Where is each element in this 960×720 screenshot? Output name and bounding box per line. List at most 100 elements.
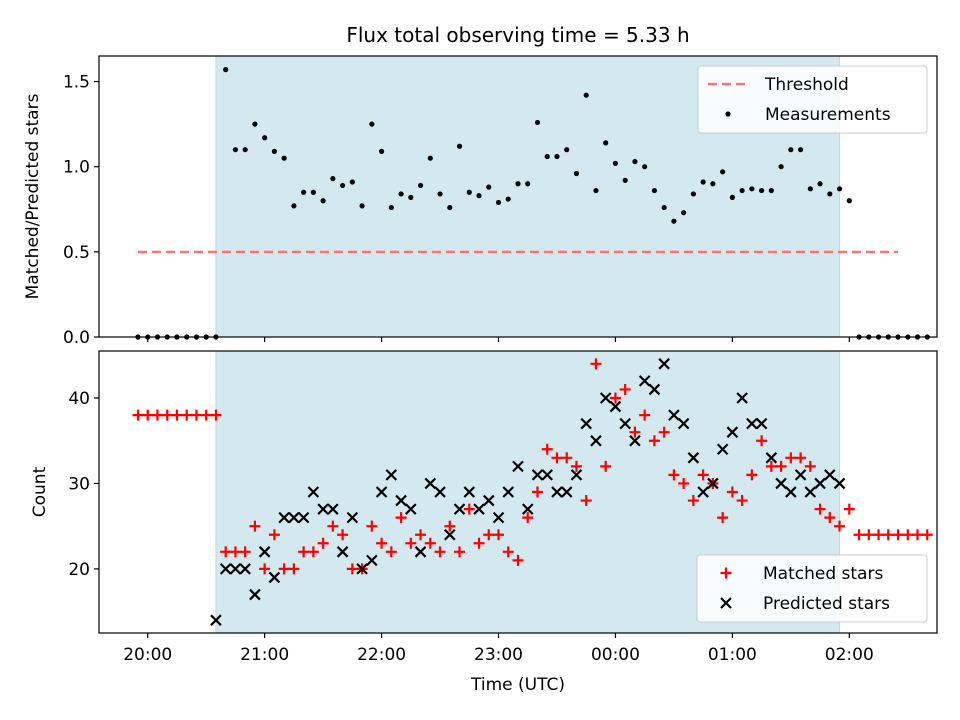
predicted-star-point (794, 469, 807, 481)
matched-star-point (298, 546, 310, 558)
y-tick-label: 40 (68, 389, 90, 409)
x-tick-label: 01:00 (708, 645, 757, 665)
matched-star-point (161, 409, 173, 421)
predicted-star-point (755, 417, 768, 430)
matched-star-point (843, 503, 855, 515)
top-y-axis-label: Matched/Predicted stars (23, 93, 43, 299)
predicted-star-point (375, 486, 388, 498)
x-tick-label: 20:00 (123, 645, 172, 665)
predicted-star-point (687, 452, 700, 464)
predicted-star-point (726, 426, 739, 438)
predicted-star-point (336, 546, 349, 558)
predicted-star-point (288, 511, 300, 524)
bottom-legend: Matched stars Predicted stars (696, 554, 928, 623)
top-axes-frame (98, 55, 938, 338)
measurement-point (398, 191, 404, 197)
measurement-point (525, 181, 531, 187)
measurement-point (797, 147, 804, 153)
measurement-point (642, 164, 648, 170)
matched-star-point (395, 512, 407, 524)
predicted-star-point (424, 477, 437, 490)
predicted-star-point (697, 486, 709, 498)
predicted-star-point (258, 546, 271, 558)
measurement-point (739, 187, 745, 194)
matched-star-point (658, 426, 670, 438)
predicted-star-point (531, 469, 544, 481)
matched-star-point (317, 537, 329, 549)
legend-cross-marker (720, 597, 732, 609)
matched-star-point (882, 529, 894, 541)
measurement-points (135, 67, 930, 340)
measurement-point (651, 187, 658, 194)
legend-matched-swatch (720, 567, 732, 579)
predicted-star-point (219, 563, 232, 575)
matched-star-point (873, 529, 885, 541)
predicted-star-point (638, 375, 651, 387)
y-tick-label: 0.0 (63, 328, 90, 348)
y-tick-label: 1.5 (63, 73, 90, 93)
predicted-star-point (249, 588, 261, 601)
count-panel: 20 30 40 20:00 21:00 22:00 23:00 00:00 01:00 02:0… (30, 350, 938, 695)
predicted-star-point (824, 469, 836, 481)
predicted-star-point (833, 477, 846, 490)
matched-star-point (385, 546, 397, 558)
predicted-star-point (560, 486, 573, 498)
matched-star-point (580, 495, 592, 507)
measurement-point (301, 189, 307, 195)
matched-star-point (570, 460, 582, 472)
matched-star-point (892, 529, 904, 541)
measurement-point (242, 147, 248, 153)
measurement-point (388, 204, 394, 211)
measurement-point (544, 153, 550, 160)
measurement-point (534, 119, 541, 126)
matched-star-point (210, 409, 222, 421)
measurement-point (340, 182, 346, 189)
measurement-point (262, 135, 268, 141)
measurement-point (671, 218, 677, 224)
matched-star-point (200, 409, 212, 421)
matched-star-point (239, 546, 251, 558)
matched-star-point (278, 563, 290, 575)
predicted-star-point (482, 494, 495, 507)
matched-star-point (590, 358, 602, 370)
predicted-star-point (473, 503, 485, 515)
predicted-star-point (492, 511, 505, 524)
matched-star-point (785, 452, 797, 464)
y-tick-label: 30 (68, 474, 90, 494)
measurement-point (846, 198, 852, 204)
predicted-star-point (434, 486, 446, 498)
matched-star-point (142, 409, 154, 421)
bottom-axes-frame (98, 350, 938, 634)
predicted-star-point (512, 460, 524, 473)
measurement-point (476, 193, 482, 199)
matched-star-point (639, 409, 651, 421)
predicted-star-point (278, 511, 290, 524)
predicted-star-point (814, 477, 826, 490)
matched-star-point (522, 512, 534, 524)
measurement-point (759, 187, 765, 194)
predicted-star-point (648, 383, 661, 396)
measurement-point (836, 186, 843, 192)
x-tick-label: 23:00 (474, 645, 523, 665)
matched-star-point (171, 409, 183, 421)
measurement-point (583, 92, 589, 98)
matched-star-point (746, 469, 758, 481)
predicted-star-point (521, 503, 534, 515)
matched-star-point (717, 512, 729, 524)
predicted-star-point (804, 486, 817, 498)
matched-star-point (531, 486, 543, 498)
measurement-point (807, 186, 813, 192)
measurement-point (447, 204, 453, 211)
measurement-point (330, 176, 336, 182)
matched-star-point (765, 460, 777, 472)
matched-star-point (181, 409, 193, 421)
bottom-legend-box (696, 554, 928, 623)
matched-stars-points (132, 358, 933, 575)
matched-star-point (376, 537, 388, 549)
matched-star-point (259, 563, 271, 575)
matched-star-point (307, 546, 319, 558)
matched-star-point (483, 529, 495, 541)
measurement-point (505, 196, 511, 202)
matched-star-point (668, 469, 680, 481)
matched-star-point (454, 546, 466, 558)
